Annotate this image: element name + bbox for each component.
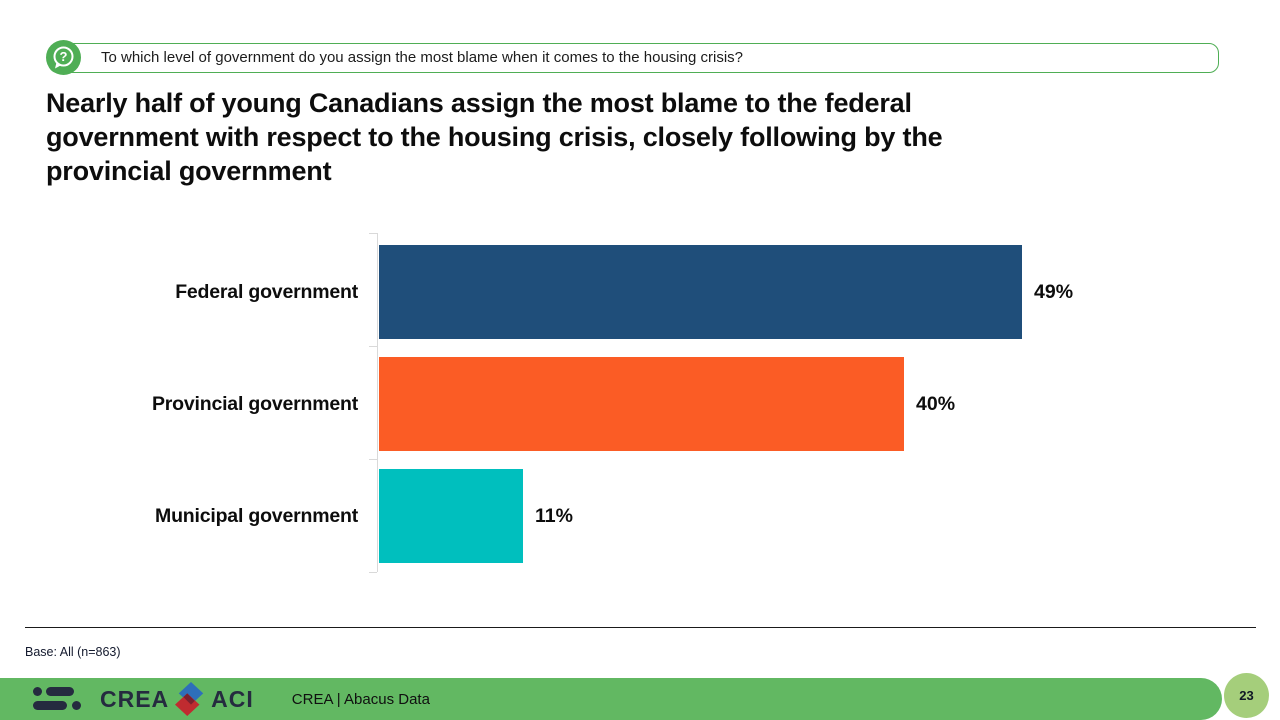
axis-tick [369, 346, 377, 347]
chart-row-federal: Federal government 49% [0, 245, 1073, 339]
aci-wordmark: ACI [211, 685, 254, 712]
svg-text:?: ? [60, 49, 68, 64]
crea-wordmark: CREA [100, 685, 170, 712]
footer-divider [25, 627, 1256, 628]
question-banner: To which level of government do you assi… [48, 43, 1219, 73]
chart-y-axis [377, 233, 378, 572]
page-title-line-2: government with respect to the housing c… [46, 122, 943, 152]
chart-row-provincial: Provincial government 40% [0, 357, 955, 451]
value-label: 40% [916, 392, 956, 415]
base-note: Base: All (n=863) [25, 645, 121, 659]
value-label: 11% [535, 504, 573, 527]
footer-bar: CREA ACI CREA | Abacus Data [0, 678, 1222, 720]
crea-aci-logo: CREA ACI [33, 680, 254, 718]
axis-tick [369, 572, 377, 573]
question-text: To which level of government do you assi… [101, 49, 743, 66]
question-bubble-icon: ? [46, 40, 81, 75]
page-title-line-1: Nearly half of young Canadians assign th… [46, 88, 912, 118]
category-label: Provincial government [151, 392, 358, 415]
source-label: CREA | Abacus Data [291, 690, 430, 708]
page-number-badge: 23 [1224, 673, 1269, 718]
chart-row-municipal: Municipal government 11% [0, 469, 573, 563]
bar-federal-government [379, 245, 1022, 339]
axis-tick [369, 233, 377, 234]
category-label: Federal government [175, 280, 358, 303]
bar-municipal-government [379, 469, 523, 563]
crea-diamond-icon [175, 682, 204, 716]
category-label: Municipal government [155, 504, 358, 527]
axis-tick [369, 459, 377, 460]
value-label: 49% [1034, 280, 1074, 303]
page-number: 23 [1239, 688, 1254, 703]
bar-provincial-government [379, 357, 904, 451]
crea-logo-mark-icon [33, 687, 82, 711]
page-title-line-3: provincial government [46, 156, 332, 186]
page-title: Nearly half of young Canadians assign th… [46, 86, 1226, 188]
